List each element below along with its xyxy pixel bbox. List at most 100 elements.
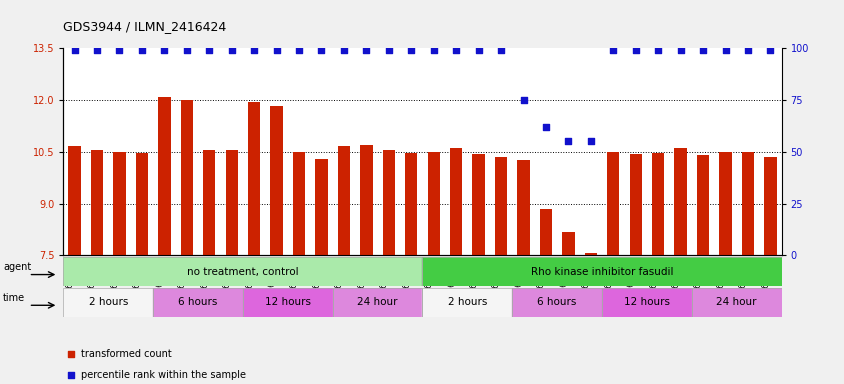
Text: GSM634520: GSM634520 (536, 257, 545, 303)
Point (269, 47, 283, 53)
Bar (601, 288, 691, 317)
Text: GSM634512: GSM634512 (514, 257, 523, 303)
Bar (696, 156, 708, 255)
Bar (691, 288, 781, 317)
Bar (601, 288, 691, 317)
Bar (243, 288, 333, 317)
Bar (382, 150, 394, 255)
Text: GSM634521: GSM634521 (268, 257, 276, 303)
Text: no treatment, control: no treatment, control (187, 266, 299, 277)
Text: GSM634537: GSM634537 (312, 257, 321, 304)
Text: GSM634538: GSM634538 (671, 257, 679, 303)
Bar (333, 288, 422, 317)
Bar (181, 100, 192, 255)
Point (494, 47, 507, 53)
Bar (763, 157, 776, 255)
Text: GDS3944 / ILMN_2416424: GDS3944 / ILMN_2416424 (63, 20, 226, 33)
Bar (225, 150, 238, 255)
Bar (113, 152, 126, 255)
Bar (629, 154, 641, 255)
Text: GSM634540: GSM634540 (760, 257, 770, 304)
Text: GSM634533: GSM634533 (133, 257, 142, 304)
Text: 24 hour: 24 hour (716, 297, 756, 308)
Point (225, 47, 238, 53)
Point (180, 47, 193, 53)
Bar (495, 157, 506, 255)
Point (471, 47, 484, 53)
Text: GSM634513: GSM634513 (245, 257, 254, 303)
Bar (561, 232, 574, 255)
Point (426, 47, 440, 53)
Point (718, 47, 732, 53)
Text: 2 hours: 2 hours (447, 297, 486, 308)
Point (68, 47, 81, 53)
Bar (203, 150, 215, 255)
Point (673, 47, 686, 53)
Bar (422, 288, 511, 317)
Text: Rho kinase inhibitor fasudil: Rho kinase inhibitor fasudil (530, 266, 673, 277)
Point (449, 47, 463, 53)
Text: 12 hours: 12 hours (264, 297, 311, 308)
Bar (63, 288, 153, 317)
Point (135, 47, 149, 53)
Text: GSM634530: GSM634530 (648, 257, 657, 304)
Text: GSM634524: GSM634524 (716, 257, 725, 303)
Bar (517, 160, 529, 255)
Bar (153, 288, 243, 317)
Text: GSM634511: GSM634511 (155, 257, 165, 303)
Bar (333, 288, 422, 317)
Text: GSM634534: GSM634534 (491, 257, 500, 304)
Bar (422, 288, 511, 317)
Bar (741, 152, 753, 255)
Text: GSM634510: GSM634510 (425, 257, 433, 303)
Point (381, 47, 395, 53)
Bar (691, 288, 781, 317)
Bar (584, 253, 597, 255)
Point (538, 124, 552, 130)
Text: GSM634531: GSM634531 (380, 257, 388, 303)
Point (360, 47, 373, 53)
Bar (243, 288, 333, 317)
Bar (247, 102, 260, 255)
Bar (427, 152, 440, 255)
Bar (63, 288, 153, 317)
Bar (158, 98, 170, 255)
Bar (539, 209, 551, 255)
Text: agent: agent (3, 262, 31, 272)
Bar (338, 146, 349, 255)
Point (583, 138, 597, 144)
Text: GSM634509: GSM634509 (66, 257, 74, 304)
Bar (718, 152, 731, 255)
Bar (63, 257, 422, 286)
Point (561, 138, 575, 144)
Text: 24 hour: 24 hour (357, 297, 398, 308)
Bar (450, 148, 462, 255)
Point (695, 47, 709, 53)
Point (628, 47, 641, 53)
Text: GSM634529: GSM634529 (289, 257, 299, 303)
Point (292, 47, 306, 53)
Point (740, 47, 754, 53)
Bar (270, 106, 283, 255)
Text: time: time (3, 293, 25, 303)
Text: GSM634517: GSM634517 (88, 257, 97, 303)
Text: GSM634539: GSM634539 (402, 257, 411, 304)
Text: GSM634525: GSM634525 (111, 257, 119, 303)
Text: GSM634514: GSM634514 (603, 257, 613, 303)
Bar (652, 153, 663, 255)
Bar (422, 257, 781, 286)
Text: percentile rank within the sample: percentile rank within the sample (80, 370, 246, 380)
Text: GSM634528: GSM634528 (559, 257, 568, 303)
Point (158, 47, 171, 53)
Point (480, 86, 494, 92)
Bar (606, 152, 619, 255)
Bar (511, 288, 601, 317)
Bar (360, 146, 372, 255)
Text: GSM634527: GSM634527 (200, 257, 209, 303)
Point (112, 47, 126, 53)
Bar (315, 159, 327, 255)
Text: 6 hours: 6 hours (537, 297, 576, 308)
Point (203, 47, 216, 53)
Point (480, 274, 494, 280)
Point (90, 47, 104, 53)
